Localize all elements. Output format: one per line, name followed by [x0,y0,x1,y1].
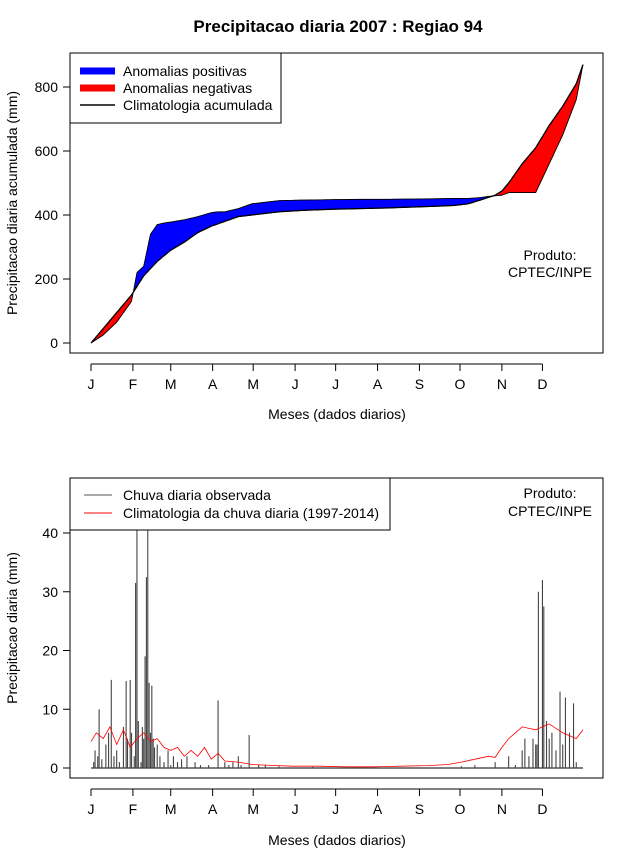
top-x-tick-label: J [332,376,339,392]
bottom-legend: Chuva diaria observada Climatologia da c… [69,477,391,531]
observed-cumulative-line [90,64,584,344]
bottom-x-label: Meses (dados diarios) [268,832,406,848]
top-x-tick-label: N [497,376,507,392]
main-title: Precipitacao diaria 2007 : Regiao 94 [193,17,483,36]
bottom-x-tick-label: S [415,801,424,817]
bottom-y-tick-label: 40 [42,525,58,541]
bottom-annotation-line1: Produto: [524,485,577,501]
legend-label-climatology-daily: Climatologia da chuva diaria (1997-2014) [123,505,379,521]
top-x-tick-label: J [292,376,299,392]
bottom-x-tick-label: A [208,801,218,817]
observed-daily-bars [91,503,583,769]
climatology-cumulative-line [90,64,584,344]
bottom-y-label: Precipitacao diaria (mm) [4,552,20,704]
bottom-x-tick-label: N [497,801,507,817]
top-annotation-line2: CPTEC/INPE [508,264,592,280]
top-legend: Anomalias positivas Anomalias negativas … [69,52,282,124]
legend-label-observed: Chuva diaria observada [123,487,271,503]
top-x-tick-label: A [208,376,218,392]
bottom-legend-box [69,477,391,531]
bottom-y-tick-label: 30 [42,584,58,600]
top-y-tick-label: 600 [35,143,59,159]
cumulative-panel: 0 200 400 600 800 J F M A M J J A S O N D Meses (dados … [4,52,604,422]
top-x-label: Meses (dados diarios) [268,406,406,422]
top-x-tick-label: M [165,376,177,392]
top-y-tick-label: 400 [35,207,59,223]
bottom-x-tick-label: J [292,801,299,817]
bottom-x-tick-label: F [129,801,138,817]
top-y-tick-label: 0 [50,335,58,351]
bottom-y-tick-label: 20 [42,643,58,659]
climatology-daily-line [90,723,584,768]
bottom-y-tick-label: 10 [42,701,58,717]
top-annotation-line1: Produto: [524,247,577,263]
bottom-x-tick-label: D [537,801,547,817]
top-y-tick-label: 800 [35,79,59,95]
legend-label-negative: Anomalias negativas [123,80,252,96]
top-x-tick-label: M [247,376,259,392]
top-x-tick-label: F [129,376,138,392]
bottom-x-tick-label: J [332,801,339,817]
bottom-x-tick-label: J [88,801,95,817]
legend-label-climatology: Climatologia acumulada [123,97,273,113]
top-x-tick-label: A [373,376,383,392]
bottom-y-tick-label: 0 [50,760,58,776]
top-x-tick-label: J [88,376,95,392]
top-y-axis: 0 200 400 600 800 [35,79,71,351]
top-x-tick-label: O [455,376,466,392]
bottom-y-axis: 0 10 20 30 40 [42,525,71,776]
bottom-x-tick-label: O [455,801,466,817]
top-x-tick-label: S [415,376,424,392]
bottom-x-tick-label: A [373,801,383,817]
bottom-x-tick-label: M [165,801,177,817]
legend-label-positive: Anomalias positivas [123,63,247,79]
daily-panel: 0 10 20 30 40 J F M A M J J A S O N D Meses (dados diar… [4,477,604,848]
top-y-tick-label: 200 [35,271,59,287]
bottom-x-tick-label: M [247,801,259,817]
top-x-tick-label: D [537,376,547,392]
bottom-annotation-line2: CPTEC/INPE [508,503,592,519]
top-y-label: Precipitacao diaria acumulada (mm) [4,91,20,315]
